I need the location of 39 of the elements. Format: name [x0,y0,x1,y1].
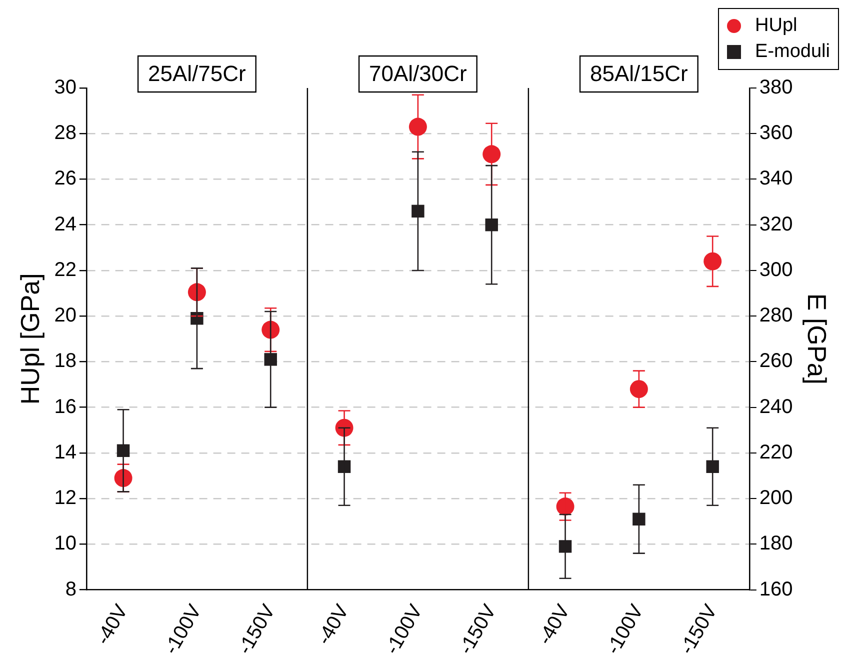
y2-tick-label: 280 [759,304,793,327]
text: 85Al/15Cr [590,61,688,86]
y-tick-label: 26 [54,168,76,190]
y2-tick-label: 260 [759,350,793,372]
y2-tick-label: 380 [759,76,793,99]
y-tick-label: 24 [54,213,76,236]
legend-label: HUpl [755,14,798,38]
y-tick-label: 14 [54,441,76,464]
y-tick-label: 16 [54,396,76,418]
point [408,118,427,136]
text: 70Al/30Cr [369,61,467,86]
y-tick-label: 28 [54,122,76,144]
y-tick-label: 30 [54,76,76,99]
point [704,252,722,270]
y2-tick-label: 220 [759,441,793,464]
y-tick-label: 18 [54,350,76,372]
y2-axis-title: E [GPa] [802,293,832,384]
y2-tick-label: 180 [759,532,793,555]
y2-tick-label: 240 [759,396,793,418]
y2-tick-label: 360 [759,122,793,144]
y2-tick-label: 300 [759,258,793,281]
point [706,460,719,473]
y2-tick-label: 320 [759,213,793,236]
y-tick-label: 10 [54,532,76,555]
point [630,380,648,398]
point [188,283,206,302]
y-tick-label: 20 [54,304,76,327]
point [264,353,277,366]
y-tick-label: 22 [54,258,76,281]
y2-tick-label: 160 [759,578,793,600]
point [632,512,646,526]
y2-tick-label: 340 [759,168,793,190]
text: 25Al/75Cr [148,61,246,86]
y-tick-label: 12 [54,487,76,510]
legend-label: E-moduli [755,40,830,64]
y2-tick-label: 200 [759,487,793,510]
point [412,204,424,218]
y-axis-title: HUpl [GPa] [14,273,45,405]
y-tick-label: 8 [65,578,76,600]
